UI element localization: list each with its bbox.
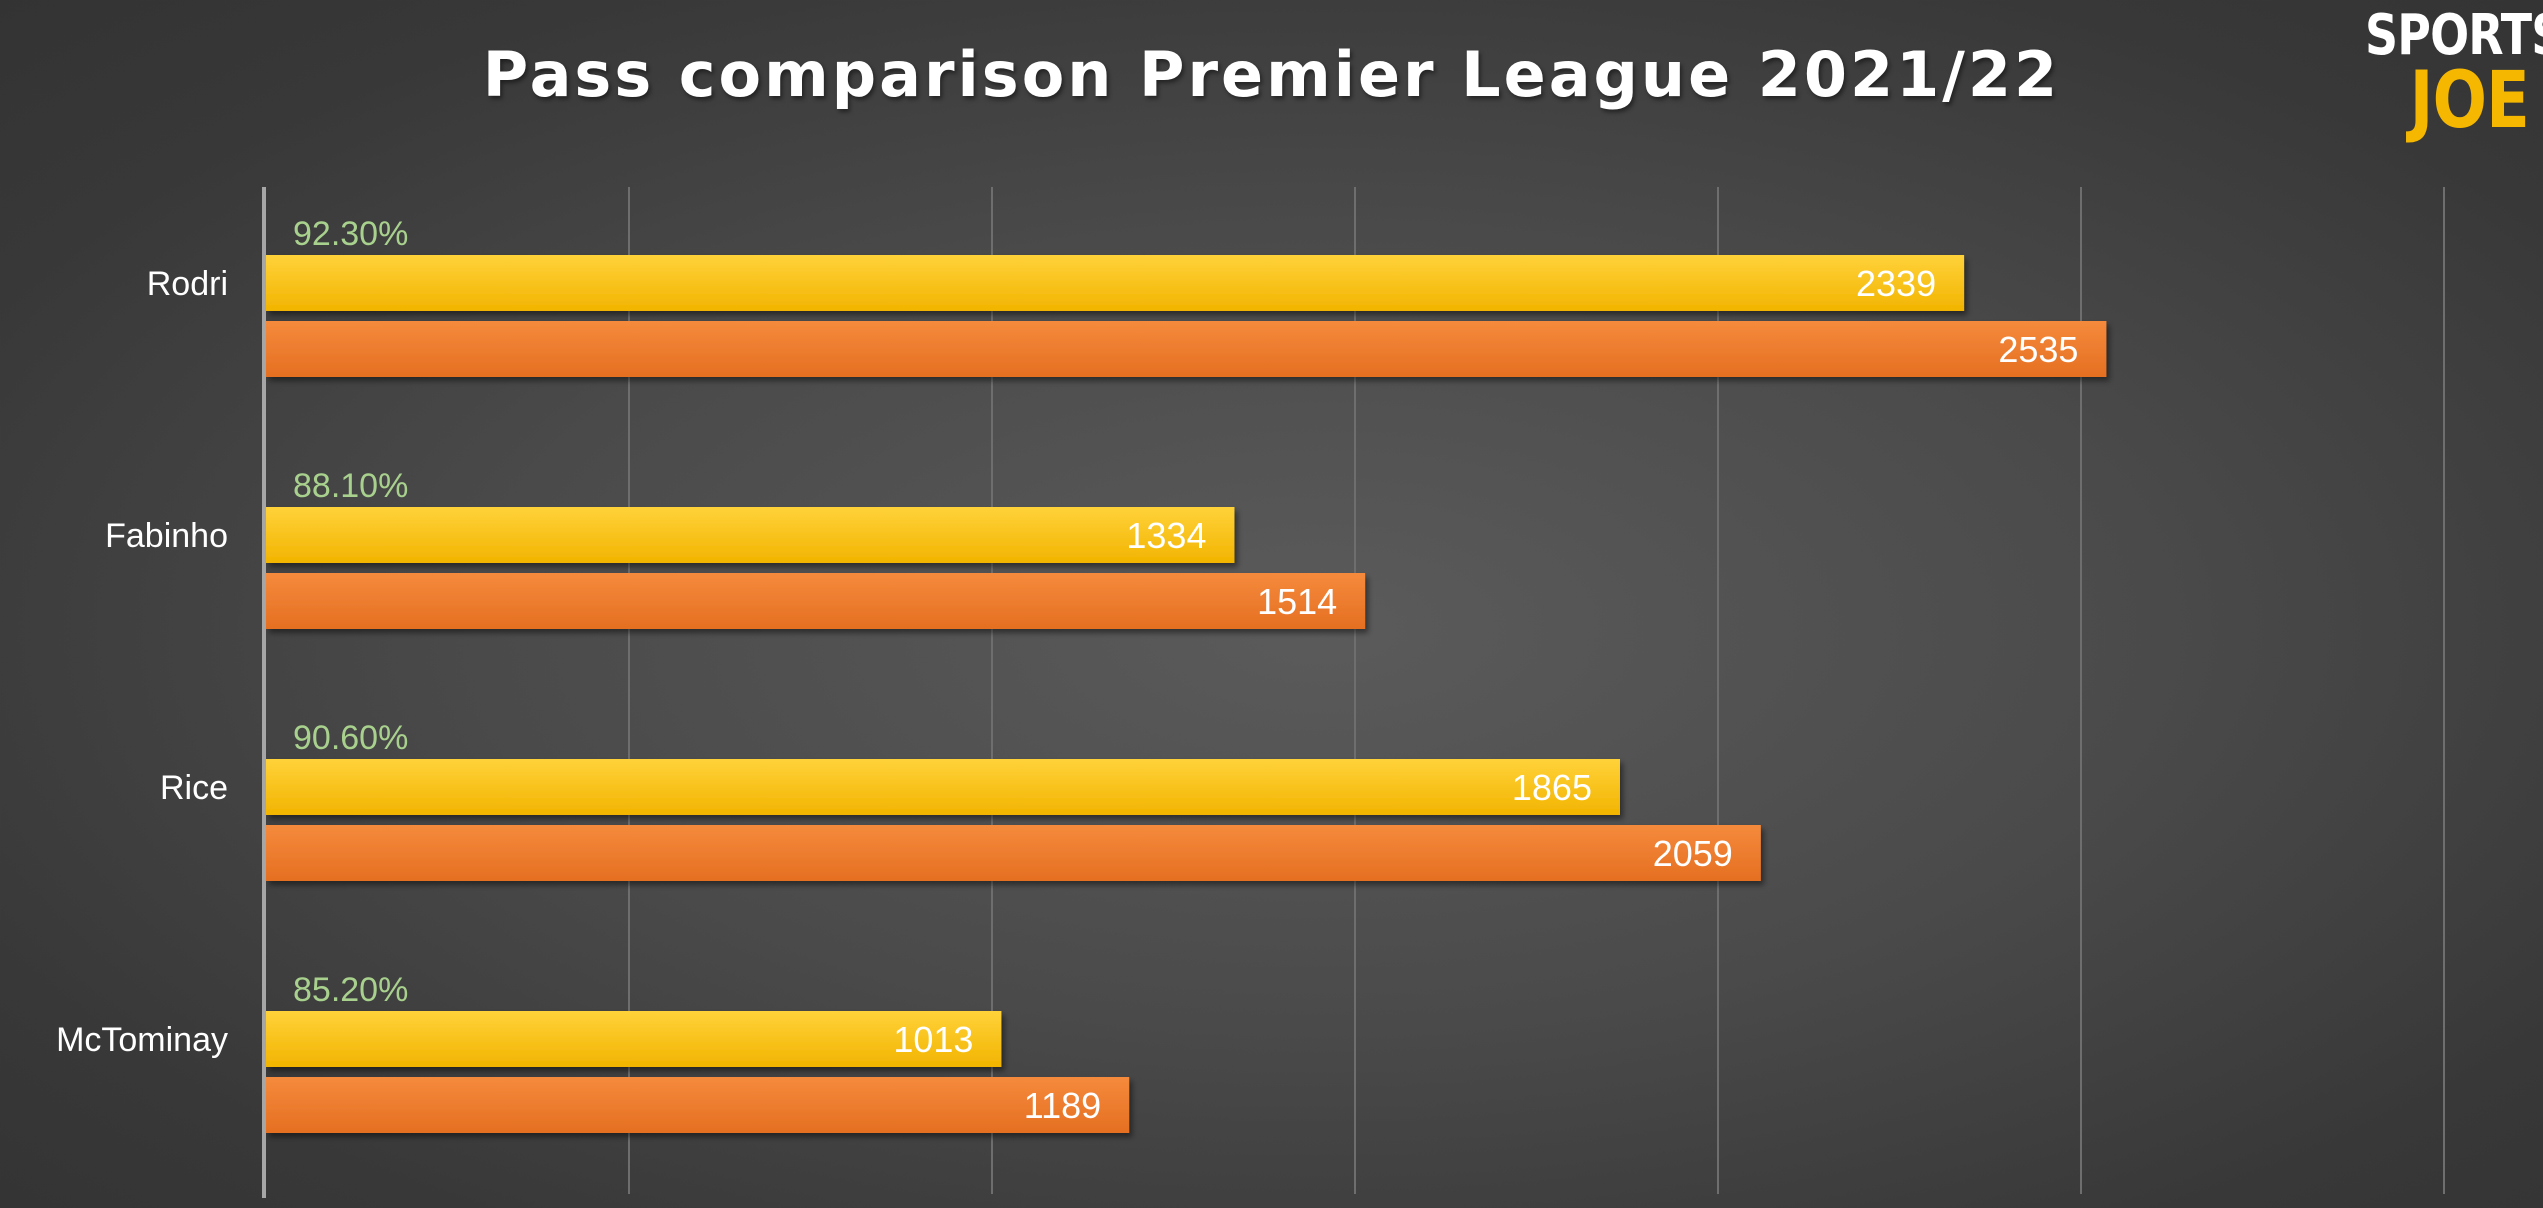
bar — [266, 759, 1620, 815]
logo-line-sports: SPORTS — [2365, 3, 2543, 68]
value-label: 2535 — [1998, 329, 2078, 370]
percent-label: 88.10% — [293, 467, 408, 505]
sportsjoe-logo: SPORTS JOE — [2329, 3, 2543, 146]
value-label: 2339 — [1856, 263, 1936, 304]
bar — [266, 1077, 1130, 1133]
category-label: Fabinho — [105, 517, 228, 555]
bar — [266, 321, 2107, 377]
category-label: Rice — [160, 769, 228, 807]
bar — [266, 573, 1366, 629]
value-label: 1514 — [1257, 581, 1337, 622]
category-label: McTominay — [56, 1021, 228, 1059]
percent-label: 90.60% — [293, 719, 408, 757]
value-label: 1013 — [893, 1019, 973, 1060]
value-label: 1189 — [1024, 1085, 1101, 1126]
bar — [266, 825, 1761, 881]
percent-label: 85.20% — [293, 971, 408, 1009]
bar — [266, 255, 1965, 311]
value-label: 2059 — [1653, 833, 1733, 874]
bars — [266, 255, 2107, 1133]
value-label: 1865 — [1512, 767, 1592, 808]
logo-line-joe: JOE — [2409, 56, 2530, 146]
labels: 92.30% Rodri 2339 2535 88.10% Fabinho 1334 1514… — [56, 215, 2078, 1126]
bar — [266, 1011, 1002, 1067]
value-label: 1334 — [1126, 515, 1206, 556]
category-label: Rodri — [147, 265, 228, 303]
bar — [266, 507, 1235, 563]
chart-title: Pass comparison Premier League 2021/22 — [482, 38, 2061, 111]
percent-label: 92.30% — [293, 215, 408, 253]
